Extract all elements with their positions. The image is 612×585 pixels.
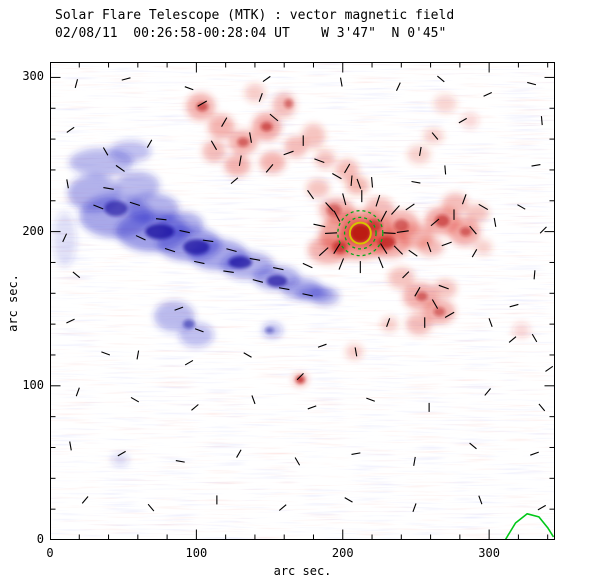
plot-title: Solar Flare Telescope (MTK) : vector mag… xyxy=(55,8,455,23)
flare-marker-green-circle xyxy=(337,210,384,257)
magnetogram-plot xyxy=(50,62,555,540)
field-cores xyxy=(104,99,472,384)
x-tick-label: 200 xyxy=(331,546,354,560)
x-axis-label: arc sec. xyxy=(273,564,332,578)
x-tick-label: 0 xyxy=(46,546,54,560)
y-tick-label: 300 xyxy=(22,69,44,84)
flare-marker-green-circle xyxy=(343,216,377,250)
y-axis-label: arc sec. xyxy=(6,274,20,332)
plot-content xyxy=(50,62,555,540)
x-tick-label: 300 xyxy=(478,546,500,560)
y-tick-label: 200 xyxy=(22,223,44,238)
field-vectors xyxy=(62,75,554,513)
x-tick-label: 100 xyxy=(185,546,208,560)
green-contour-curve xyxy=(504,512,555,540)
y-tick-label: 0 xyxy=(36,532,44,546)
plot-subtitle: 02/08/11 00:26:58-00:28:04 UT W 3'47" N … xyxy=(55,26,447,41)
y-tick-label: 100 xyxy=(22,377,44,392)
flare-marker-yellow-circle xyxy=(348,221,372,245)
axes-frame xyxy=(50,62,555,540)
